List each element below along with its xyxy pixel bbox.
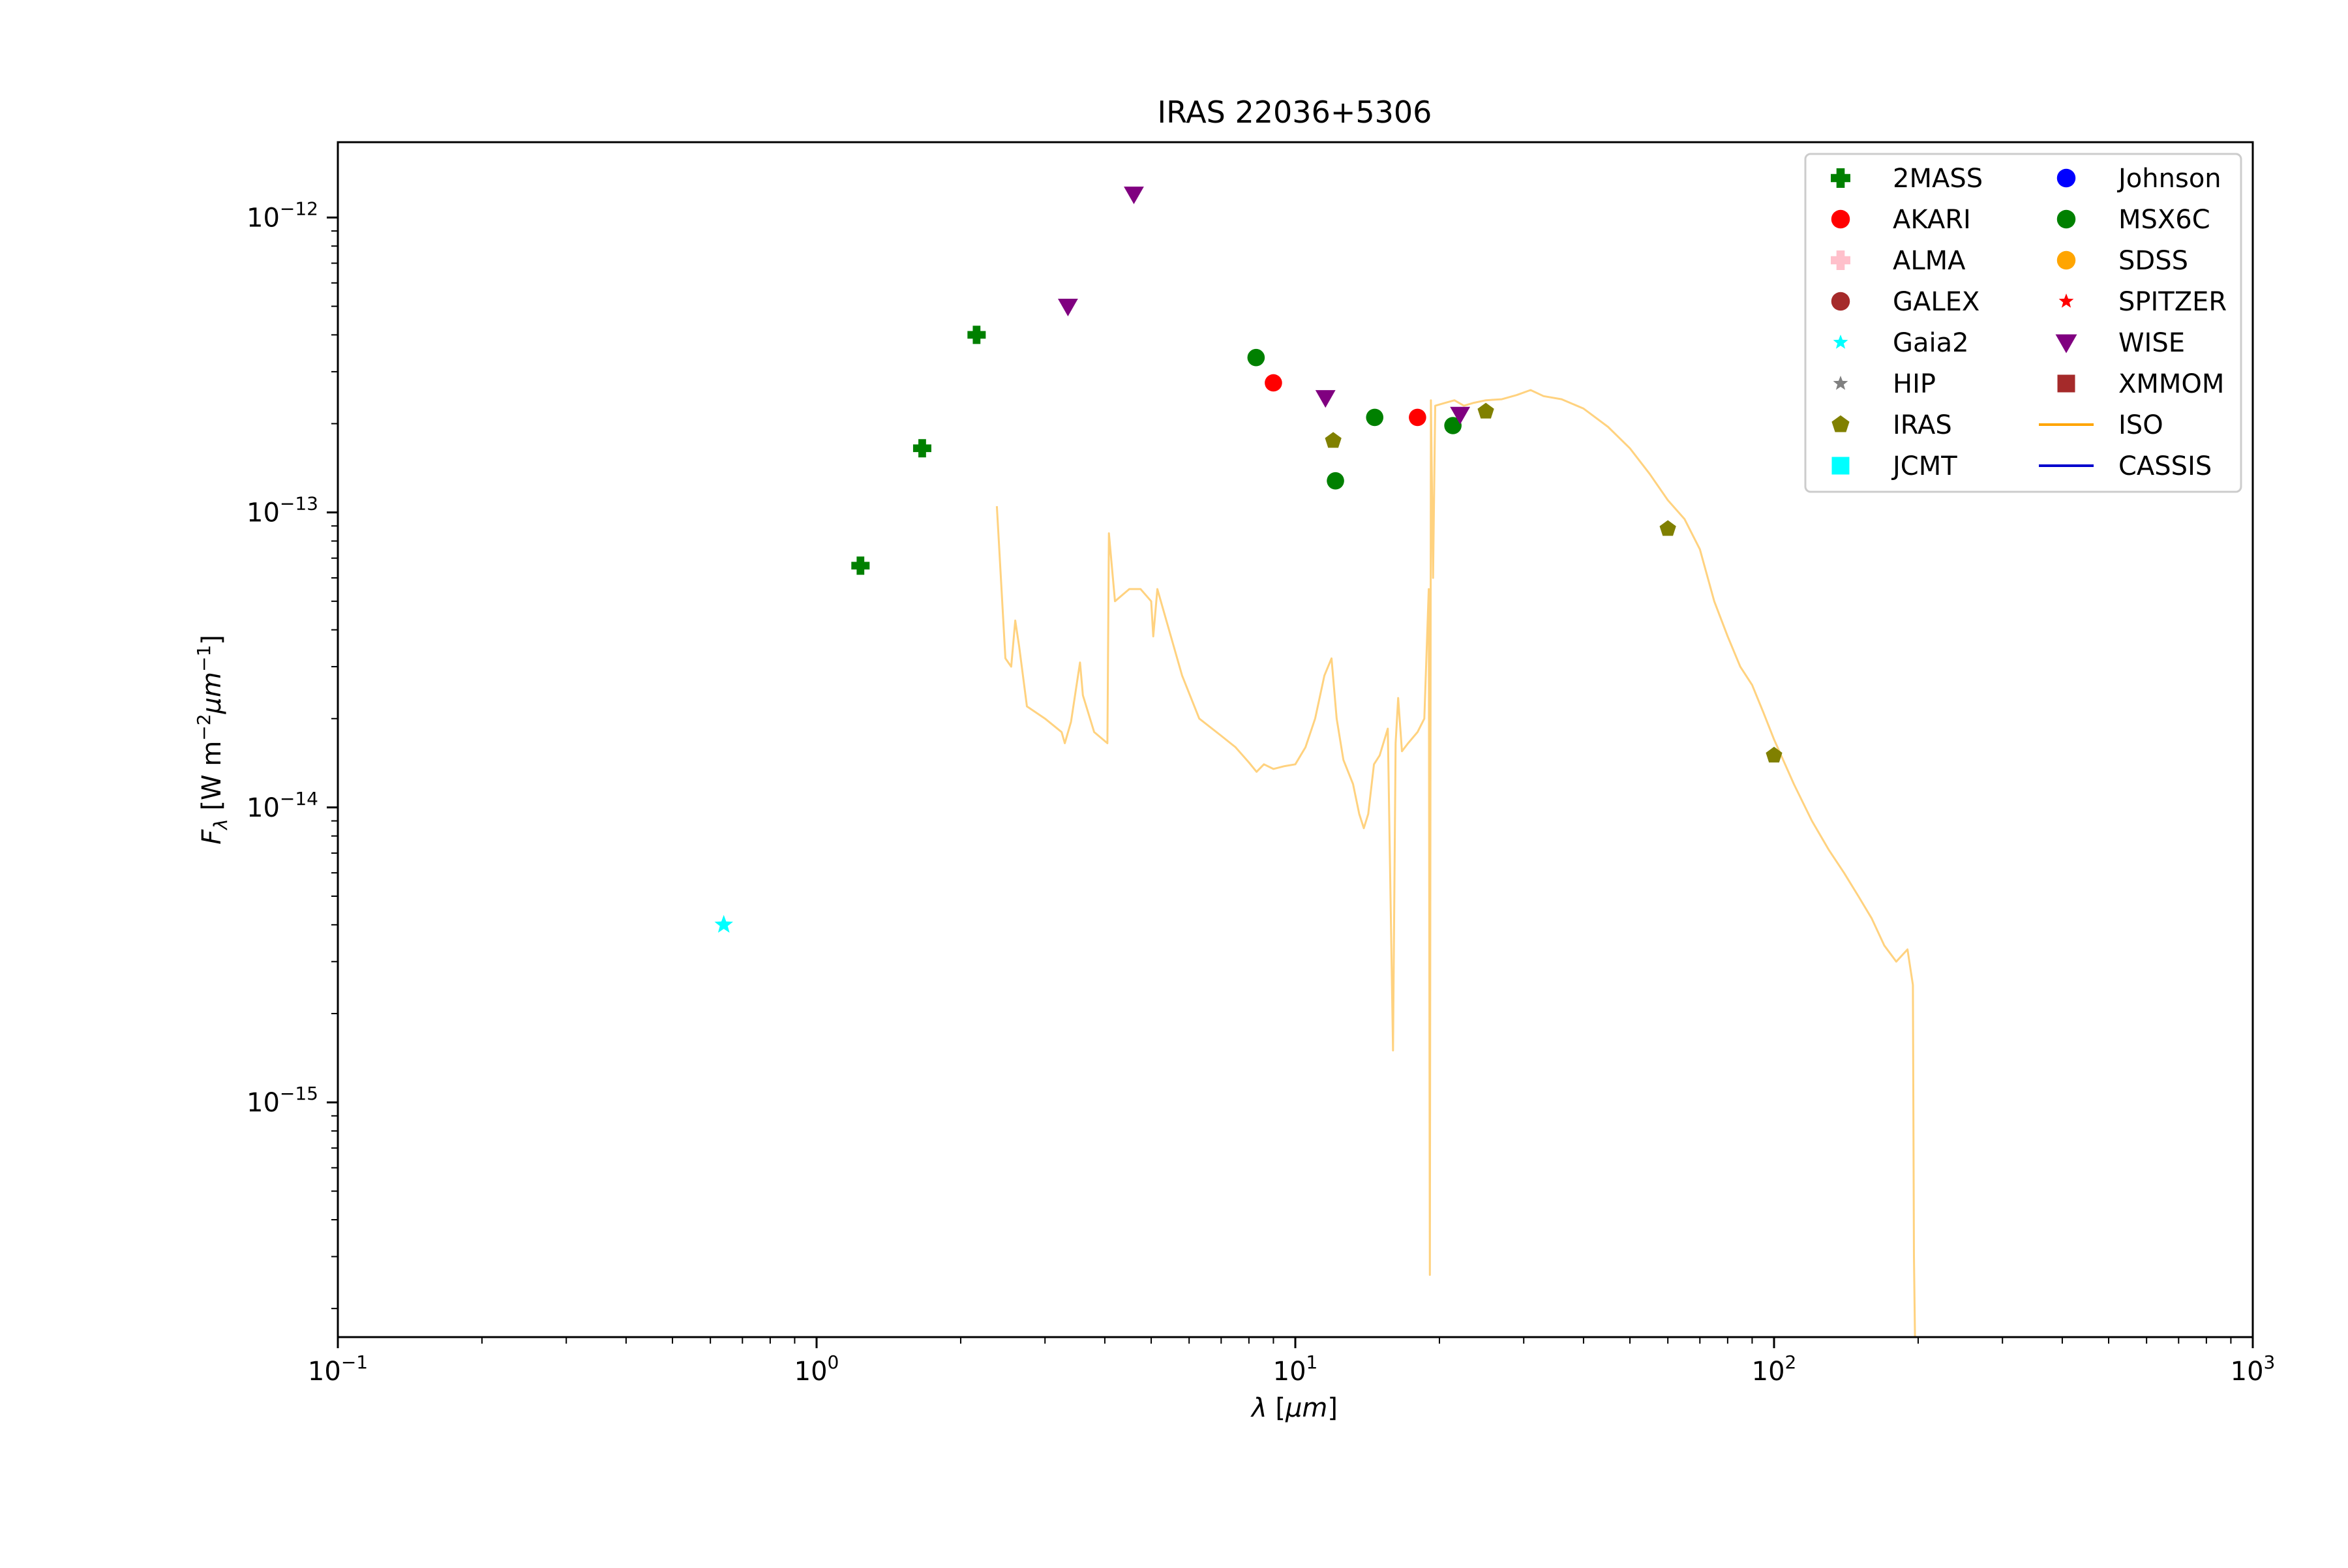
legend-label-wise: WISE [2118, 328, 2185, 358]
iras-point-1 [1477, 402, 1494, 419]
legend-label-galex: GALEX [1893, 287, 1979, 317]
msx6c-point-0 [1247, 348, 1265, 367]
2mass-point-0 [851, 556, 870, 575]
legend-label-akari: AKARI [1893, 205, 1971, 235]
legend: 2MASS AKARI ALMA GALEX Gaia2 HIP IRAS JCMT Johns… [1804, 153, 2242, 493]
iras-point-3 [1766, 746, 1783, 762]
iras-point-0 [1325, 432, 1342, 448]
legend-marker-2mass [1831, 168, 1850, 188]
legend-marker-johnson [2056, 168, 2076, 188]
msx6c-point-1 [1327, 472, 1344, 490]
legend-marker-iras [1831, 415, 1850, 432]
msx6c-point-2 [1366, 408, 1384, 427]
gaia2-point-0 [714, 914, 733, 933]
plot-area [714, 187, 1916, 1338]
legend-label-sdss: SDSS [2118, 246, 2188, 276]
legend-label-jcmt: JCMT [1891, 451, 1957, 481]
msx6c-point-3 [1444, 417, 1462, 434]
legend-label-xmmom: XMMOM [2118, 369, 2224, 399]
iras-point-2 [1659, 520, 1676, 536]
legend-marker-galex [1831, 292, 1850, 311]
legend-marker-sdss [2056, 250, 2076, 270]
wise-point-2 [1315, 390, 1336, 408]
x-axis: 10−1 100 101 102 103 [308, 1337, 2275, 1387]
legend-label-hip: HIP [1893, 369, 1936, 399]
y-tick-label-0: 10−15 [247, 1083, 318, 1118]
x-axis-label: λ [μm] [1250, 1393, 1338, 1423]
legend-marker-xmmom [2057, 374, 2075, 393]
wise-point-3 [1450, 406, 1471, 425]
legend-label-cassis: CASSIS [2118, 451, 2212, 481]
legend-label-johnson: Johnson [2116, 164, 2221, 194]
legend-marker-msx6c [2056, 209, 2076, 229]
legend-label-spitzer: SPITZER [2118, 287, 2227, 317]
y-tick-label-2: 10−13 [247, 493, 318, 528]
legend-label-alma: ALMA [1893, 246, 1966, 276]
legend-marker-jcmt [1831, 457, 1850, 475]
2mass-point-1 [912, 439, 931, 458]
akari-point-1 [1409, 408, 1426, 427]
x-tick-label-0: 10−1 [308, 1351, 368, 1387]
chart-title: IRAS 22036+5306 [1158, 95, 1432, 130]
y-tick-label-3: 10−12 [247, 198, 318, 233]
iso-spectrum-line [995, 389, 1916, 1338]
legend-label-iras: IRAS [1893, 410, 1952, 440]
x-tick-label-1: 100 [794, 1351, 839, 1387]
x-tick-label-2: 101 [1273, 1351, 1318, 1387]
legend-box [1804, 153, 2242, 493]
legend-marker-hip [1833, 376, 1848, 390]
legend-label-msx6c: MSX6C [2118, 205, 2210, 235]
akari-point-0 [1265, 374, 1282, 392]
legend-marker-spitzer [2058, 294, 2074, 308]
legend-label-2mass: 2MASS [1893, 164, 1983, 194]
y-tick-label-1: 10−14 [247, 788, 318, 823]
wise-point-1 [1124, 187, 1144, 205]
legend-label-gaia2: Gaia2 [1893, 328, 1969, 358]
legend-marker-wise [2055, 334, 2077, 354]
legend-label-iso: ISO [2118, 410, 2163, 440]
x-tick-label-4: 103 [2231, 1351, 2276, 1387]
wise-point-0 [1057, 299, 1078, 316]
legend-marker-alma [1831, 250, 1850, 270]
y-axis: 10−15 10−14 10−13 10−12 [247, 198, 338, 1310]
2mass-point-2 [967, 325, 986, 344]
x-tick-label-3: 102 [1752, 1351, 1797, 1387]
y-axis-label: Fλ [W m−2μm−1] [193, 635, 232, 845]
legend-marker-gaia2 [1833, 335, 1848, 349]
legend-marker-akari [1831, 209, 1850, 229]
